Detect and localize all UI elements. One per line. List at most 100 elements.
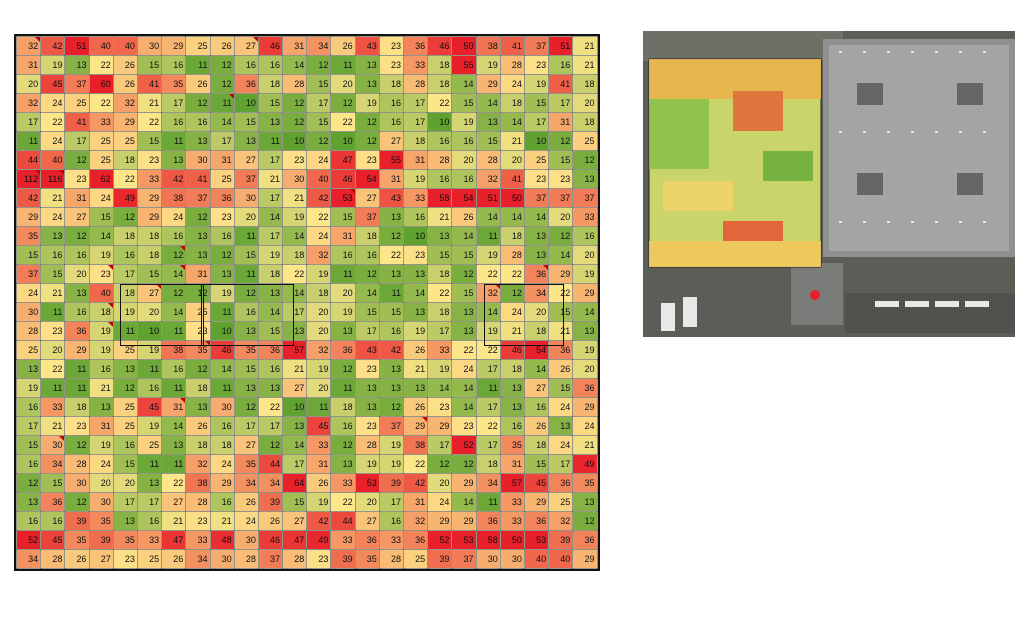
heatmap-cell: 39 (88, 530, 114, 550)
heatmap-cell: 18 (330, 397, 356, 417)
heatmap-cell: 11 (330, 264, 356, 284)
heatmap-row: 13 22 11 16 13 11 16 12 14 15 16 21 19 12 23 13 21 19 24 17… (15, 359, 598, 379)
heatmap-cell: 31 (209, 150, 235, 170)
heatmap-cell: 14 (523, 359, 550, 379)
heatmap-cell: 17 (161, 93, 187, 113)
heatmap-cell: 25 (88, 131, 114, 151)
heatmap-cell: 12 (451, 454, 477, 474)
heatmap-cell: 42 (15, 188, 42, 208)
heatmap-cell: 28 (499, 55, 525, 75)
heatmap-cell: 13 (161, 150, 187, 170)
heatmap-cell: 18 (112, 283, 138, 303)
heatmap-cell: 15 (136, 264, 163, 284)
heatmap-cell: 28 (499, 245, 525, 265)
heatmap-cell: 23 (209, 207, 235, 227)
heatmap-cell: 48 (209, 530, 235, 550)
heatmap-cell: 12 (427, 454, 453, 474)
heatmap-cell: 29 (136, 207, 163, 227)
heatmap-cell: 36 (40, 492, 66, 512)
heatmap-cell: 17 (523, 112, 550, 132)
heatmap-cell: 10 (233, 93, 259, 113)
heatmap-cell: 52 (451, 435, 477, 455)
heatmap-cell: 32 (306, 340, 332, 360)
heatmap-cell: 26 (233, 492, 259, 512)
heatmap-cell: 37 (548, 188, 574, 208)
heatmap-cell: 16 (354, 245, 380, 265)
heatmap-cell: 35 (15, 226, 42, 246)
heatmap-cell: 13 (451, 321, 477, 341)
heatmap-cell: 13 (475, 112, 501, 132)
heatmap-cell: 11 (330, 378, 356, 398)
heatmap-cell: 22 (378, 245, 405, 265)
heatmap-cell: 11 (64, 359, 90, 379)
heatmap-cell: 10 (209, 321, 235, 341)
heatmap-cell: 26 (548, 359, 574, 379)
heatmap-cell: 35 (88, 511, 114, 531)
heatmap-cell: 11 (209, 302, 235, 322)
heatmap-cell: 11 (378, 283, 405, 303)
heatmap-cell: 36 (209, 188, 235, 208)
heatmap-cell: 33 (499, 511, 525, 531)
heatmap-cell: 20 (523, 302, 550, 322)
heatmap-cell: 13 (378, 359, 405, 379)
heatmap-cell: 22 (427, 93, 453, 113)
heatmap-cell: 23 (40, 321, 66, 341)
heatmap-row: 25 20 29 19 25 19 38 35 46 35 36 57 32 36 43 42 26 33 22 22… (15, 340, 598, 360)
heatmap-row: 11 24 17 25 25 15 11 13 17 13 11 10 12 10 12 27 18 16 16 15… (15, 131, 598, 151)
heatmap-cell: 16 (427, 169, 453, 189)
heatmap-cell: 16 (15, 511, 42, 531)
heatmap-cell: 17 (257, 226, 284, 246)
heatmap-cell: 10 (282, 397, 308, 417)
heatmap-cell: 36 (233, 74, 259, 94)
heatmap-cell: 24 (427, 492, 453, 512)
heatmap-cell: 15 (15, 435, 42, 455)
heatmap-cell: 37 (523, 188, 550, 208)
heatmap-cell: 42 (161, 169, 187, 189)
heatmap-row: 15 16 16 19 16 18 12 13 12 15 19 18 32 16 16 22 23 15 15 19… (15, 245, 598, 265)
heatmap-cell: 13 (354, 378, 380, 398)
heatmap-cell: 25 (112, 131, 138, 151)
heatmap-cell: 26 (402, 397, 429, 417)
heatmap-cell: 38 (161, 188, 187, 208)
heatmap-cell: 28 (15, 321, 42, 341)
heatmap-cell: 12 (112, 378, 138, 398)
heatmap-cell: 12 (572, 511, 598, 531)
heatmap-cell: 29 (15, 207, 42, 227)
heatmap-cell: 14 (475, 207, 501, 227)
heatmap-cell: 23 (378, 36, 405, 56)
heatmap-cell: 14 (257, 302, 284, 322)
heatmap-cell: 12 (282, 93, 308, 113)
heatmap-cell: 33 (136, 530, 163, 550)
heatmap-cell: 12 (257, 435, 284, 455)
heatmap-cell: 23 (64, 416, 90, 436)
heatmap-cell: 14 (451, 397, 477, 417)
heatmap-cell: 33 (402, 188, 429, 208)
heatmap-cell: 13 (354, 397, 380, 417)
heatmap-cell: 39 (330, 549, 356, 569)
heatmap-cell: 14 (427, 378, 453, 398)
heatmap-cell: 15 (15, 245, 42, 265)
heatmap-cell: 32 (185, 454, 211, 474)
heatmap-cell: 15 (451, 93, 477, 113)
heatmap-cell: 42 (40, 36, 66, 56)
heatmap-cell: 16 (161, 359, 187, 379)
heatmap-cell: 17 (257, 416, 284, 436)
heatmap-cell: 20 (136, 302, 163, 322)
heatmap-cell: 44 (330, 511, 356, 531)
heatmap-cell: 18 (185, 435, 211, 455)
heatmap-cell: 51 (64, 36, 90, 56)
heatmap-cell: 11 (475, 378, 501, 398)
heatmap-cell: 30 (15, 302, 42, 322)
heatmap-cell: 11 (233, 264, 259, 284)
heatmap-cell: 13 (378, 264, 405, 284)
heatmap-cell: 14 (282, 283, 308, 303)
heatmap-cell: 45 (40, 74, 66, 94)
heatmap-cell: 17 (378, 492, 405, 512)
heatmap-cell: 37 (378, 416, 405, 436)
heatmap-cell: 16 (15, 454, 42, 474)
heatmap-cell: 17 (112, 264, 138, 284)
heatmap-cell: 13 (499, 378, 525, 398)
heatmap-cell: 13 (257, 112, 284, 132)
heatmap-cell: 23 (112, 549, 138, 569)
heatmap-cell: 23 (402, 245, 429, 265)
